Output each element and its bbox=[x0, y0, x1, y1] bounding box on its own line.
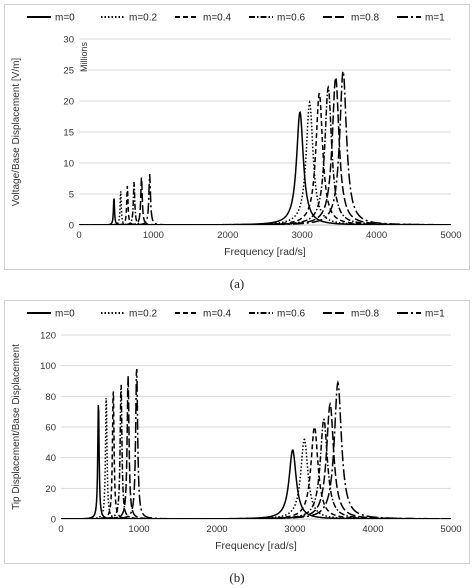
y-axis-label: Voltage/Base Displacement [V/m] bbox=[11, 58, 22, 207]
legend-entry: m=0.6 bbox=[277, 13, 306, 24]
y-tick-label: 40 bbox=[45, 453, 56, 464]
legend-entry: m=0.2 bbox=[129, 309, 158, 320]
legend-entry: m=0.8 bbox=[351, 13, 380, 24]
legend-entry: m=0 bbox=[55, 309, 75, 320]
y-tick-label: 60 bbox=[45, 423, 56, 434]
legend-entry: m=0.4 bbox=[203, 13, 232, 24]
x-tick-label: 4000 bbox=[362, 524, 383, 535]
y-tick-label: 15 bbox=[63, 128, 74, 139]
y-tick-label: 25 bbox=[63, 66, 74, 77]
y-axis-label: Tip Displacement/Base Displacement bbox=[11, 344, 22, 510]
series-line bbox=[79, 68, 451, 225]
series-line bbox=[79, 74, 451, 225]
x-tick-label: 0 bbox=[58, 524, 63, 535]
x-axis-label: Frequency [rad/s] bbox=[224, 246, 306, 258]
y-tick-label: 10 bbox=[63, 159, 74, 170]
y-tick-label: 100 bbox=[40, 361, 56, 372]
x-axis-label: Frequency [rad/s] bbox=[215, 540, 297, 552]
y-tick-label: 20 bbox=[63, 97, 74, 108]
x-tick-label: 1000 bbox=[143, 230, 164, 241]
legend-entry: m=1 bbox=[425, 13, 445, 24]
y-tick-label: 20 bbox=[45, 484, 56, 495]
x-tick-label: 4000 bbox=[366, 230, 387, 241]
legend-entry: m=0.2 bbox=[129, 13, 158, 24]
x-tick-label: 3000 bbox=[284, 524, 305, 535]
legend-entry: m=1 bbox=[425, 309, 445, 320]
chart-b-svg: 0 20 40 60 80 100 120 0 1000 2000 3000 4000 5000 Freq… bbox=[11, 309, 462, 553]
series-line bbox=[79, 84, 451, 225]
x-tick-label: 3000 bbox=[292, 230, 313, 241]
y-tick-label: 5 bbox=[69, 190, 74, 201]
y-tick-label: 0 bbox=[69, 221, 74, 232]
y-unit-label: Millions bbox=[79, 42, 89, 73]
x-tick-label: 5000 bbox=[440, 230, 461, 241]
legend-entry: m=0.4 bbox=[203, 309, 232, 320]
x-tick-label: 2000 bbox=[217, 230, 238, 241]
x-tick-label: 1000 bbox=[128, 524, 149, 535]
y-tick-label: 120 bbox=[40, 331, 56, 342]
series-line bbox=[61, 368, 451, 519]
chart-panel-a: 0 5 10 15 20 25 30 0 1000 2000 3000 4000 5000 Frequen… bbox=[4, 4, 470, 270]
chart-panel-b: 0 20 40 60 80 100 120 0 1000 2000 3000 4000 5000 Freq… bbox=[4, 300, 470, 564]
x-tick-label: 0 bbox=[76, 230, 81, 241]
caption-b: (b) bbox=[229, 570, 245, 585]
x-tick-label: 2000 bbox=[206, 524, 227, 535]
y-tick-label: 80 bbox=[45, 392, 56, 403]
legend-entry: m=0 bbox=[55, 13, 75, 24]
series-line bbox=[61, 384, 451, 519]
legend-entry: m=0.6 bbox=[277, 309, 306, 320]
caption-a: (a) bbox=[229, 276, 245, 291]
y-tick-label: 30 bbox=[63, 35, 74, 46]
y-tick-label: 0 bbox=[51, 515, 56, 526]
legend-entry: m=0.8 bbox=[351, 309, 380, 320]
chart-a-svg: 0 5 10 15 20 25 30 0 1000 2000 3000 4000 5000 Frequen… bbox=[11, 13, 462, 259]
x-tick-label: 5000 bbox=[440, 524, 461, 535]
